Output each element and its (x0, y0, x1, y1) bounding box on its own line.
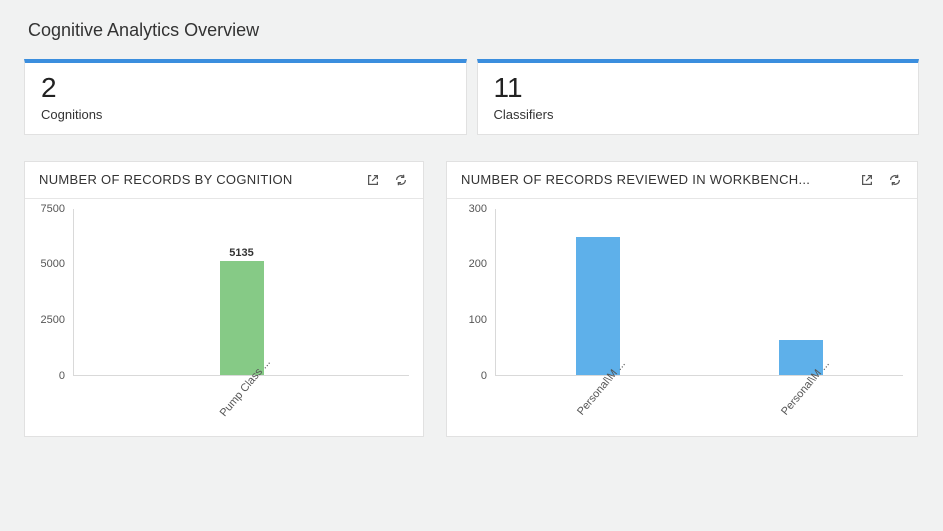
open-external-icon[interactable] (859, 172, 875, 188)
refresh-icon[interactable] (393, 172, 409, 188)
y-tick: 0 (481, 370, 487, 382)
chart-body: 0 2500 5000 7500 5135 Pump Class ... (25, 199, 423, 436)
y-tick: 5000 (41, 258, 65, 270)
stats-row: 2 Cognitions 11 Classifiers (24, 59, 919, 135)
y-tick: 200 (469, 258, 487, 270)
chart-header: NUMBER OF RECORDS BY COGNITION (25, 162, 423, 199)
bar-wrap: 5135 (220, 209, 264, 375)
plot-area (495, 209, 903, 376)
chart-card: NUMBER OF RECORDS BY COGNITION 0 2500 5000 7… (24, 161, 424, 437)
open-external-icon[interactable] (365, 172, 381, 188)
stat-value: 2 (41, 71, 450, 105)
bars (496, 209, 903, 375)
bar[interactable] (576, 237, 620, 374)
chart-header: NUMBER OF RECORDS REVIEWED IN WORKBENCH.… (447, 162, 917, 199)
y-tick: 2500 (41, 314, 65, 326)
chart-title: NUMBER OF RECORDS REVIEWED IN WORKBENCH.… (461, 172, 859, 187)
page: Cognitive Analytics Overview 2 Cognitions… (0, 0, 943, 453)
page-title: Cognitive Analytics Overview (28, 20, 919, 41)
stat-label: Classifiers (494, 107, 903, 122)
x-axis: Pump Class ... (73, 376, 409, 436)
chart-actions (859, 172, 903, 188)
chart-actions (365, 172, 409, 188)
refresh-icon[interactable] (887, 172, 903, 188)
bar[interactable] (220, 261, 264, 375)
y-tick: 7500 (41, 203, 65, 215)
bar-value-label: 5135 (229, 247, 253, 259)
charts-row: NUMBER OF RECORDS BY COGNITION 0 2500 5000 7… (24, 161, 919, 437)
bars: 5135 (74, 209, 409, 375)
y-tick: 300 (469, 203, 487, 215)
bar-wrap (576, 209, 620, 375)
chart-title: NUMBER OF RECORDS BY COGNITION (39, 172, 365, 187)
y-tick: 0 (59, 370, 65, 382)
stat-card-classifiers[interactable]: 11 Classifiers (477, 59, 920, 135)
x-axis: Personal\M ...Personal\M ... (495, 376, 903, 436)
y-tick: 100 (469, 314, 487, 326)
y-axis: 0100200300 (447, 209, 495, 376)
stat-value: 11 (494, 71, 903, 105)
chart-card: NUMBER OF RECORDS REVIEWED IN WORKBENCH.… (446, 161, 918, 437)
stat-label: Cognitions (41, 107, 450, 122)
chart-body: 0 100 200 300 Personal\M ...Personal\M ... (447, 199, 917, 436)
bar-wrap (779, 209, 823, 375)
stat-card-cognitions[interactable]: 2 Cognitions (24, 59, 467, 135)
plot-area: 5135 (73, 209, 409, 376)
y-axis: 0250050007500 (25, 209, 73, 376)
